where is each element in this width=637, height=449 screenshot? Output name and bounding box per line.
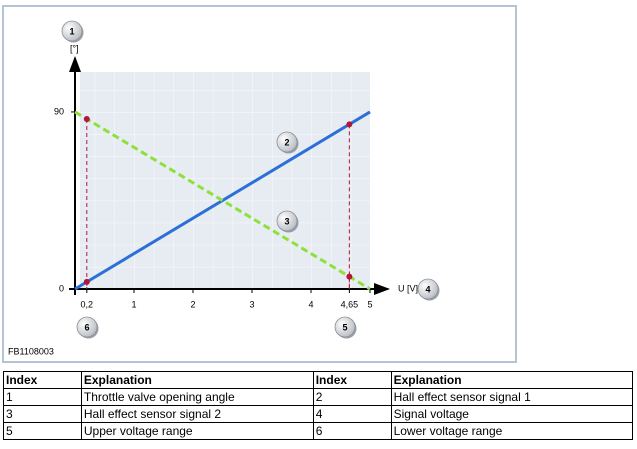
- x-tick-label: 2: [190, 299, 195, 309]
- x-tick-label: 4: [308, 299, 313, 309]
- y-tick-label: 0: [59, 283, 64, 293]
- legend-table: Index Explanation Index Explanation 1 Thrott…: [3, 371, 634, 440]
- callout-label: 2: [284, 137, 289, 147]
- table-cell: 6: [312, 422, 392, 440]
- table-cell: Hall effect sensor signal 1: [390, 388, 634, 406]
- table-cell: 2: [312, 388, 392, 406]
- callout-label: 4: [425, 284, 430, 294]
- table-cell: Hall effect sensor signal 2: [80, 405, 314, 423]
- header-cell: Explanation: [80, 371, 314, 389]
- callout: 5: [334, 316, 357, 339]
- table-cell: Upper voltage range: [80, 422, 314, 440]
- x-tick-label: 3: [249, 299, 254, 309]
- table-cell: Lower voltage range: [390, 422, 634, 440]
- header-cell: Index: [3, 371, 82, 389]
- table-header: Index Explanation Index Explanation: [3, 371, 634, 389]
- x-tick-label: 1: [131, 299, 136, 309]
- header-cell: Index: [312, 371, 392, 389]
- table-cell: 3: [3, 405, 82, 423]
- callout-circle: [417, 278, 439, 300]
- x-tick-label: 5: [367, 299, 372, 309]
- callout-label: 3: [284, 216, 289, 226]
- callout-label: 5: [342, 322, 347, 332]
- series-line: [74, 110, 371, 291]
- figure-frame: [2, 5, 517, 363]
- table-cell: 1: [3, 388, 82, 406]
- callout-circle: [61, 20, 83, 42]
- callout-circle: [76, 316, 98, 338]
- callout: 1: [61, 20, 84, 43]
- callout: 6: [76, 316, 99, 339]
- table-cell: 4: [312, 405, 392, 423]
- callout-circle: [334, 316, 356, 338]
- callout-label: 1: [69, 26, 74, 36]
- table-cell: Throttle valve opening angle: [80, 388, 314, 406]
- table-row: 1 Throttle valve opening angle 2 Hall effec…: [3, 388, 634, 406]
- callout: 4: [417, 278, 440, 301]
- table-cell: Signal voltage: [390, 405, 634, 423]
- data-point: [83, 116, 90, 123]
- x-axis-label: U [V]: [398, 283, 418, 293]
- header-cell: Explanation: [390, 371, 634, 389]
- data-point: [83, 278, 90, 285]
- y-axis-label: [°]: [70, 43, 79, 53]
- figure-id: FB1108003: [8, 346, 54, 356]
- callout: 2: [276, 131, 299, 154]
- data-point: [346, 273, 353, 280]
- table-cell: 5: [3, 422, 82, 440]
- chart: [°] U [V] FB1108003 0 90 0,2 1 2 3 4 4,65 5 1 2 3 4 5…: [8, 20, 440, 356]
- data-point: [346, 121, 353, 128]
- table-row: 5 Upper voltage range 6 Lower voltage range: [3, 422, 634, 440]
- callout-label: 6: [84, 322, 89, 332]
- series-line: [74, 110, 371, 291]
- y-tick-label: 90: [54, 106, 64, 116]
- plot-area: [80, 72, 370, 289]
- callout-circle: [276, 210, 298, 232]
- x-tick-label: 4,65: [341, 299, 359, 309]
- table-row: 3 Hall effect sensor signal 2 4 Signal volt…: [3, 405, 634, 423]
- x-tick-label: 0,2: [81, 299, 94, 309]
- callout-circle: [276, 131, 298, 153]
- callout: 3: [276, 210, 299, 233]
